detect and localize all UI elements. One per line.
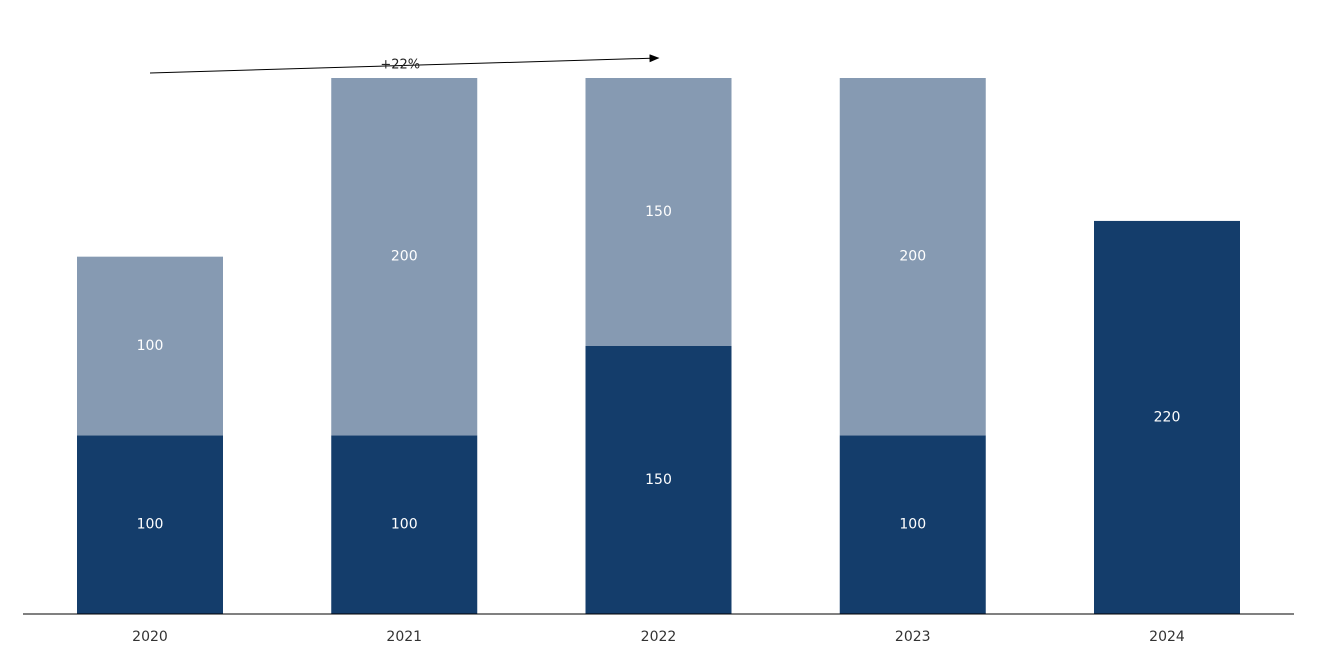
bar-2022-segment-1 [585, 346, 732, 614]
x-tick-label-2023: 2023 [895, 629, 931, 645]
data-label-2022-segment-1: 150 [645, 472, 672, 488]
data-label-2024-segment-1: 220 [1154, 409, 1181, 425]
x-tick-label-2022: 2022 [641, 629, 677, 645]
bar-2022-segment-2 [585, 78, 732, 346]
bar-2020-segment-2 [77, 256, 223, 436]
data-label-2020-segment-1: 100 [137, 517, 164, 533]
growth-annotation-label: +22% [380, 58, 420, 73]
x-tick-label-2024: 2024 [1149, 629, 1185, 645]
data-label-2021-segment-1: 100 [391, 517, 418, 533]
bar-2024-segment-1 [1094, 220, 1240, 614]
bar-2021-segment-1 [331, 435, 478, 614]
data-label-2022-segment-2: 150 [645, 204, 672, 220]
bar-2023-segment-2 [839, 78, 986, 436]
bars-group [77, 78, 1240, 614]
bar-2020-segment-1 [77, 435, 223, 614]
bar-2021-segment-2 [331, 78, 478, 436]
data-label-2020-segment-2: 100 [137, 338, 164, 354]
bar-2023-segment-1 [839, 435, 986, 614]
bar-labels-group: 100 100 100 200 150 150 100 200 220 [137, 204, 1181, 533]
x-tick-label-2020: 2020 [132, 629, 168, 645]
data-label-2023-segment-2: 200 [899, 249, 926, 265]
data-label-2023-segment-1: 100 [899, 517, 926, 533]
x-tick-label-2021: 2021 [386, 629, 422, 645]
x-tick-labels-group: 2020 2021 2022 2023 2024 [132, 629, 1185, 645]
growth-arrow [149, 54, 660, 74]
data-label-2021-segment-2: 200 [391, 249, 418, 265]
growth-annotation: +22% [149, 54, 660, 74]
